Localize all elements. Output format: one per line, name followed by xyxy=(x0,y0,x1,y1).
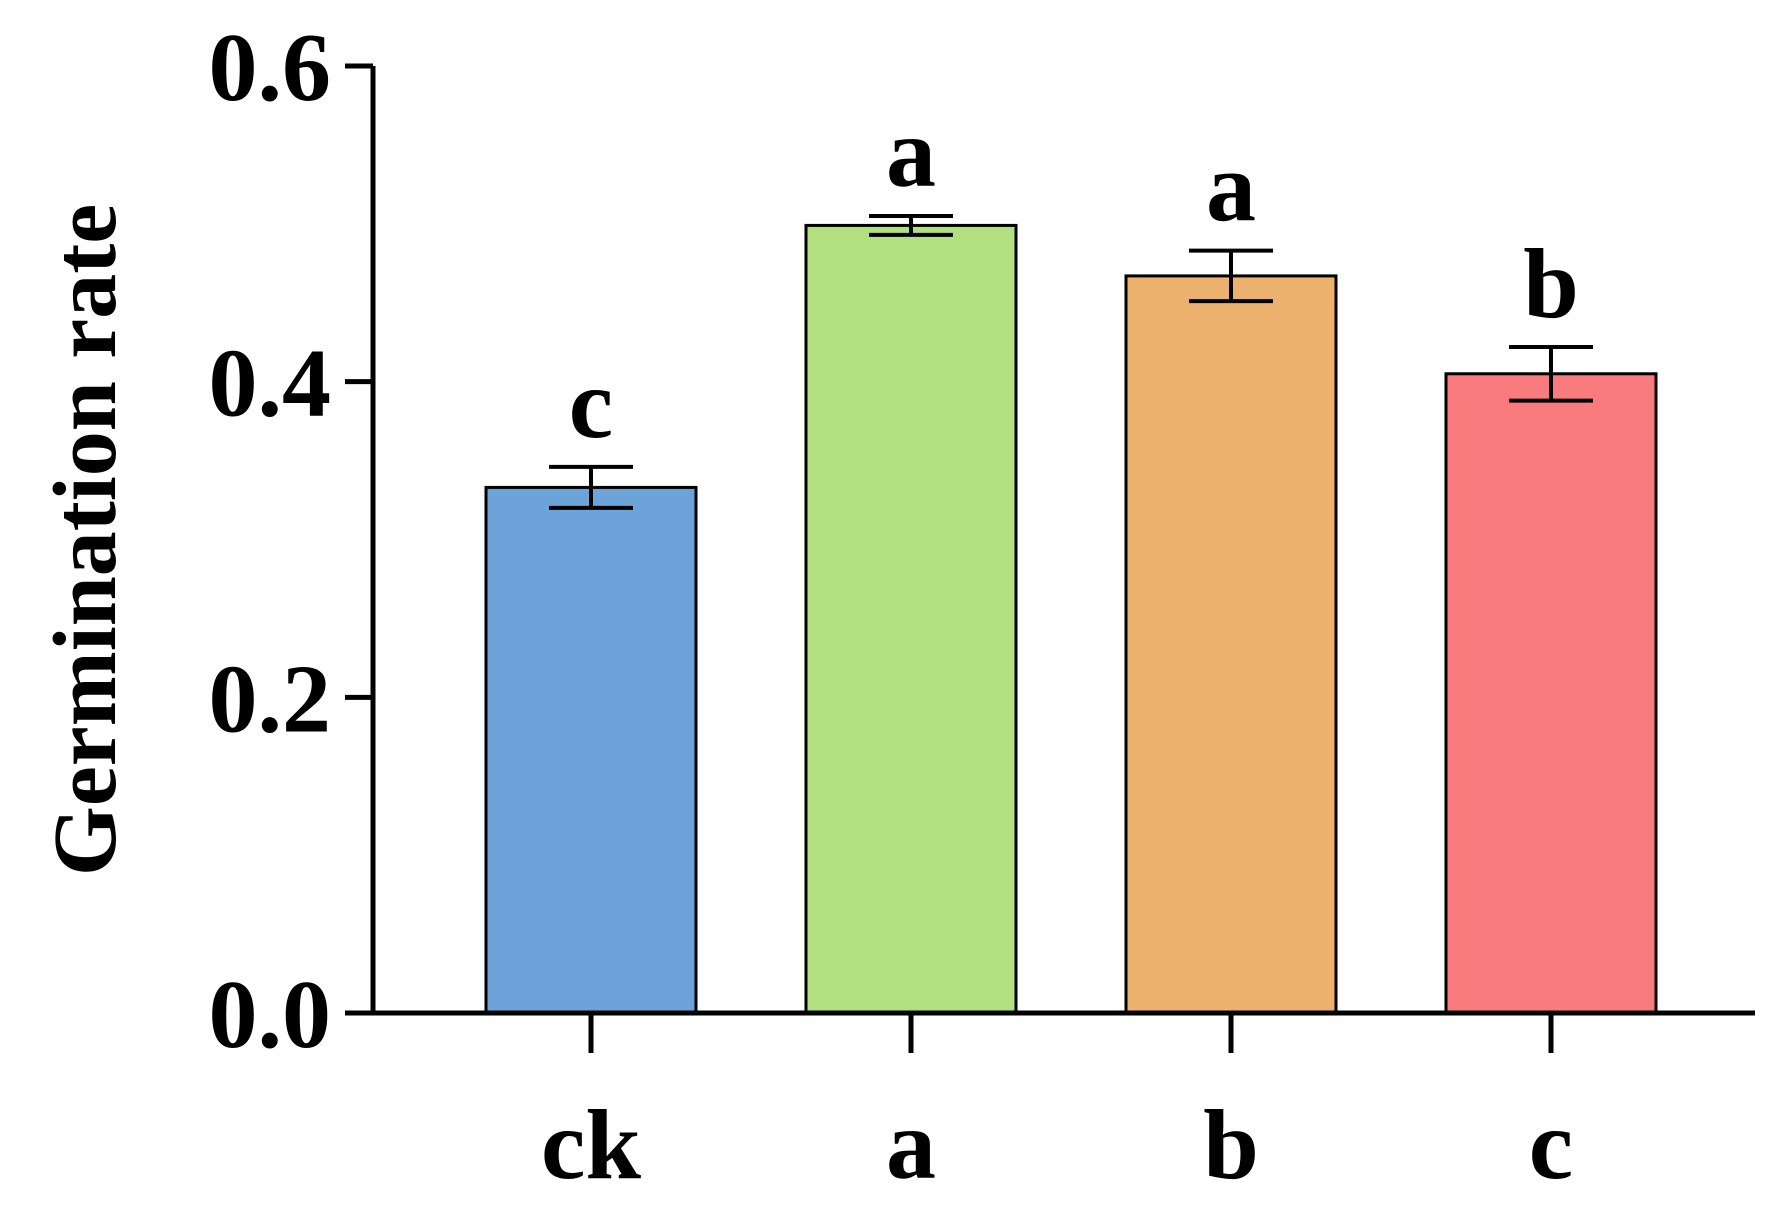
y-tick-label: 0.6 xyxy=(209,14,332,122)
bar-ck xyxy=(484,485,698,1015)
significance-letter: a xyxy=(886,97,936,208)
y-axis-title: Germination rate xyxy=(36,204,135,876)
error-bars-layer xyxy=(549,213,1593,510)
y-tick-label: 0.0 xyxy=(209,961,332,1069)
x-ticks-layer: ck a b c xyxy=(541,1013,1573,1200)
y-ticks-layer: 0.0 0.2 0.4 0.6 xyxy=(209,14,373,1069)
bar-a xyxy=(804,223,1018,1015)
x-tick-label: c xyxy=(1529,1089,1573,1200)
x-tick-label: ck xyxy=(541,1089,641,1200)
significance-letter: a xyxy=(1206,132,1256,243)
significance-letters-layer: c a a b xyxy=(569,97,1579,459)
x-tick-label: b xyxy=(1203,1089,1259,1200)
axes-layer xyxy=(370,66,1755,1016)
y-tick-label: 0.4 xyxy=(209,330,332,438)
significance-letter: b xyxy=(1523,228,1579,339)
bars-layer xyxy=(484,223,1658,1015)
bar-b xyxy=(1124,274,1338,1015)
x-tick-label: a xyxy=(886,1089,936,1200)
y-tick-label: 0.2 xyxy=(209,645,332,753)
bar-c xyxy=(1444,372,1658,1015)
significance-letter: c xyxy=(569,348,613,459)
